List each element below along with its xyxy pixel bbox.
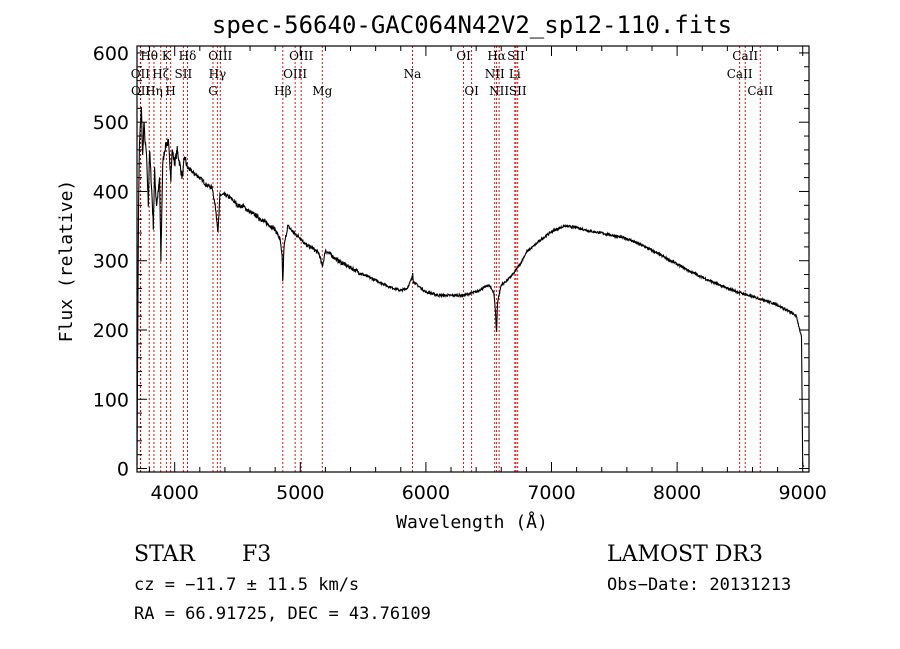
y-tick-label-3: 300 — [93, 251, 129, 273]
y-tick-label-0: 0 — [117, 459, 129, 481]
line-label-9: OIII — [208, 49, 232, 63]
line-label-17: OI — [456, 49, 471, 63]
line-label-0: Hθ — [140, 49, 158, 63]
plot-frame — [136, 45, 810, 473]
y-axis-label: Flux (relative) — [56, 180, 77, 343]
line-label-22: SII — [507, 49, 525, 63]
object-class: STAR — [134, 542, 196, 567]
x-tick-label-5: 9000 — [779, 482, 827, 504]
line-label-16: Na — [404, 67, 422, 81]
object-subclass: F3 — [242, 542, 271, 567]
line-label-7: Hδ — [179, 49, 197, 63]
y-tick-label-4: 400 — [93, 181, 129, 203]
line-label-8: SII — [174, 67, 192, 81]
x-tick-label-3: 7000 — [527, 482, 575, 504]
emission-line-markers — [139, 46, 761, 472]
x-tick-label-4: 8000 — [653, 482, 701, 504]
line-label-5: K — [162, 49, 172, 63]
line-label-6: H — [165, 84, 175, 98]
line-label-4: Hζ — [152, 67, 169, 81]
x-tick-label-2: 6000 — [402, 482, 450, 504]
spectrum-line — [136, 107, 805, 467]
x-axis-ticks: 4000 5000 6000 7000 8000 9000 — [149, 46, 827, 504]
line-label-14: Hβ — [274, 84, 291, 98]
observation-date: Obs−Date: 20131213 — [607, 575, 791, 595]
survey-name: LAMOST DR3 — [607, 542, 763, 567]
line-label-1: OII — [131, 67, 151, 81]
y-axis-ticks: 0 100 200 300 400 500 600 — [93, 43, 809, 481]
line-label-13: OIII — [283, 67, 307, 81]
line-label-11: G — [208, 84, 218, 98]
chart-title: spec-56640-GAC064N42V2_sp12-110.fits — [212, 11, 732, 39]
x-tick-label-1: 5000 — [276, 482, 324, 504]
line-label-15: Mg — [312, 84, 332, 98]
y-tick-label-6: 600 — [93, 43, 129, 65]
coordinates: RA = 66.91725, DEC = 43.76109 — [134, 604, 431, 624]
redshift-cz: cz = −11.7 ± 11.5 km/s — [134, 575, 359, 595]
line-label-12: OIII — [289, 49, 313, 63]
line-label-27: CaII — [747, 84, 773, 98]
line-label-2: OII — [131, 84, 151, 98]
y-tick-label-1: 100 — [93, 389, 129, 411]
line-label-24: SII — [509, 84, 527, 98]
line-label-21: NII — [489, 84, 509, 98]
line-label-19: Hα — [487, 49, 506, 63]
line-label-3: Hη — [145, 84, 163, 98]
y-tick-label-5: 500 — [93, 112, 129, 134]
line-label-26: CaII — [727, 67, 753, 81]
x-tick-label-0: 4000 — [151, 482, 199, 504]
line-label-23: Li — [509, 67, 521, 81]
line-label-18: OI — [464, 84, 479, 98]
line-label-10: Hγ — [209, 67, 227, 81]
line-label-25: CaII — [732, 49, 758, 63]
line-label-20: NII — [485, 67, 505, 81]
y-tick-label-2: 200 — [93, 320, 129, 342]
x-axis-label: Wavelength (Å) — [396, 511, 548, 533]
